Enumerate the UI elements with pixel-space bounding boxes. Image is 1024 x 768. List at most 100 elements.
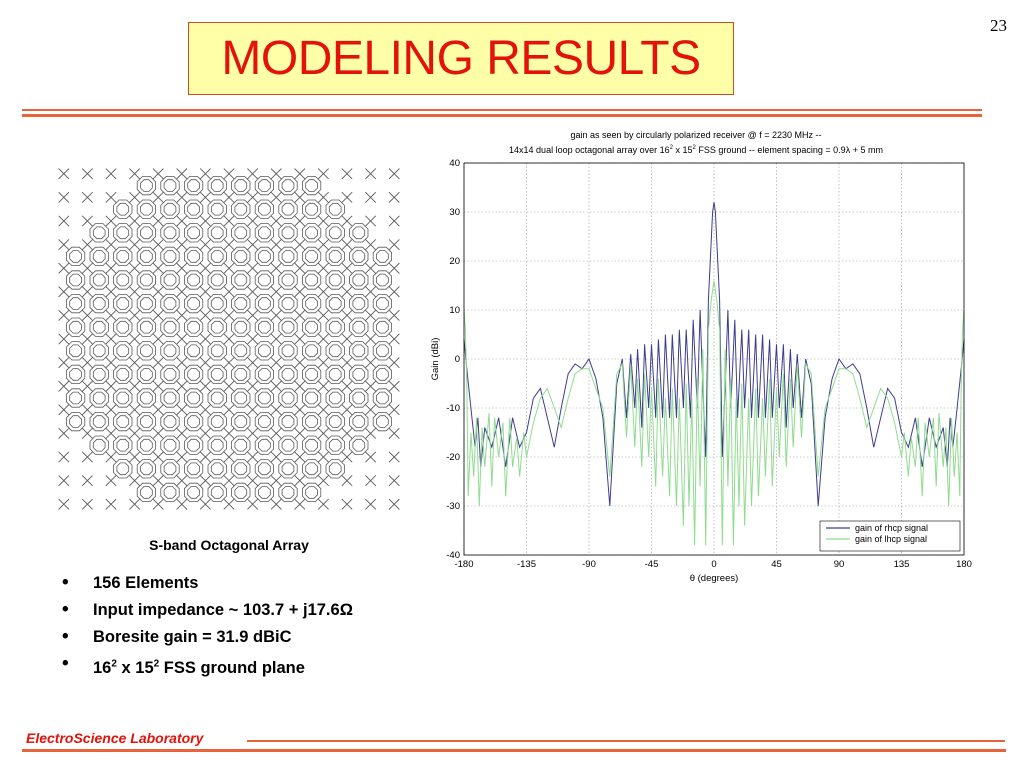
array-cross-marker (223, 239, 235, 251)
y-tick-label: -10 (446, 403, 460, 414)
array-cross-marker (199, 498, 211, 510)
array-octagon-element (183, 364, 204, 385)
array-cross-marker (129, 451, 141, 463)
array-cross-marker (105, 333, 117, 345)
array-cross-marker (81, 475, 93, 487)
array-cross-marker (129, 215, 141, 227)
array-octagon-element (325, 388, 345, 408)
array-cross-marker (388, 380, 400, 392)
array-octagon-element (349, 411, 369, 432)
array-octagon-element (349, 435, 369, 455)
page-number: 23 (990, 16, 1007, 35)
array-octagon-element (113, 317, 133, 337)
array-cross-marker (152, 451, 164, 463)
array-cross-marker (199, 286, 211, 298)
chart-grid (463, 162, 965, 556)
array-cross-marker (294, 262, 306, 274)
array-octagon-element (231, 411, 251, 432)
array-octagon-element (301, 388, 322, 408)
array-cross-marker (294, 380, 306, 392)
array-cross-marker (365, 239, 377, 251)
array-octagon-element (372, 388, 393, 408)
array-cross-marker (81, 168, 93, 180)
array-cross-marker (105, 286, 117, 298)
title-box: MODELING RESULTS (188, 22, 734, 95)
array-cross-marker (223, 309, 235, 321)
array-cross-marker (223, 380, 235, 392)
array-octagon-element (89, 317, 109, 337)
array-octagon-element (372, 364, 393, 385)
array-octagon-element (183, 341, 204, 361)
array-cross-marker (270, 451, 282, 463)
array-cross-marker (317, 357, 329, 369)
array-cross-marker (223, 286, 235, 298)
array-cross-marker (317, 380, 329, 392)
array-octagon-element (183, 199, 204, 219)
x-tick-label: 45 (771, 559, 782, 570)
array-cross-marker (152, 427, 164, 439)
array-octagon-element (254, 411, 275, 432)
array-cross-marker (199, 380, 211, 392)
array-cross-marker (152, 498, 164, 510)
array-cross-marker (176, 380, 188, 392)
array-cross-marker (247, 380, 259, 392)
array-octagon-element (278, 175, 298, 196)
array-cross-marker (129, 357, 141, 369)
x-tick-label: -45 (645, 559, 659, 570)
array-cross-marker (270, 215, 282, 227)
array-octagon-element (349, 293, 369, 314)
array-cross-marker (294, 451, 306, 463)
array-octagon-element (231, 364, 251, 385)
bullet-marker: • (62, 653, 69, 674)
array-cross-marker (247, 498, 259, 510)
bullet-fss-tail: FSS ground plane (159, 658, 305, 677)
series-line-gain-of-lhcp-signal (463, 280, 965, 546)
array-octagon-element (183, 435, 204, 455)
bullet-text: 156 Elements (93, 574, 199, 592)
array-octagon-element (231, 317, 251, 337)
array-cross-marker (152, 286, 164, 298)
array-cross-marker (152, 333, 164, 345)
array-cross-marker (341, 380, 353, 392)
array-cross-marker (317, 404, 329, 416)
array-cross-marker (176, 333, 188, 345)
array-cross-marker (388, 404, 400, 416)
array-octagon-element (136, 293, 156, 314)
array-octagon-element (325, 317, 345, 337)
array-octagon-element (89, 246, 109, 266)
array-cross-marker (129, 168, 141, 180)
array-cross-marker (317, 215, 329, 227)
bullet-marker: • (62, 572, 69, 593)
array-octagon-element (183, 246, 204, 266)
y-tick-label: -30 (446, 501, 460, 512)
array-octagon-element (113, 341, 133, 361)
array-cross-marker (365, 215, 377, 227)
array-cross-marker (129, 239, 141, 251)
array-octagon-element (231, 341, 251, 361)
array-cross-marker (270, 475, 282, 487)
array-octagon-element (160, 223, 180, 243)
x-tick-label: 180 (956, 559, 972, 570)
array-cross-marker (176, 357, 188, 369)
bullet-gain: • Boresite gain = 31.9 dBiC (62, 626, 353, 653)
footer-lab-name: ElectroScience Laboratory (26, 730, 204, 746)
array-cross-marker (129, 475, 141, 487)
array-octagon-element (301, 459, 322, 479)
array-cross-marker (388, 309, 400, 321)
array-octagon-element (113, 411, 133, 432)
array-cross-marker (247, 475, 259, 487)
octagonal-array-diagram (58, 168, 400, 510)
bullet-list: • 156 Elements • Input impedance ~ 103.7… (62, 572, 353, 680)
bullet-impedance: • Input impedance ~ 103.7 + j17.6Ω (62, 599, 353, 626)
array-cross-marker (388, 357, 400, 369)
array-cross-marker (129, 309, 141, 321)
array-cross-marker (341, 404, 353, 416)
array-cross-marker (223, 191, 235, 203)
array-octagon-element (278, 317, 298, 337)
array-octagon-element (301, 175, 322, 196)
array-octagon-element (136, 175, 156, 196)
array-cross-marker (129, 404, 141, 416)
page-title: MODELING RESULTS (221, 32, 701, 85)
array-cross-marker (176, 239, 188, 251)
array-octagon-element (278, 341, 298, 361)
